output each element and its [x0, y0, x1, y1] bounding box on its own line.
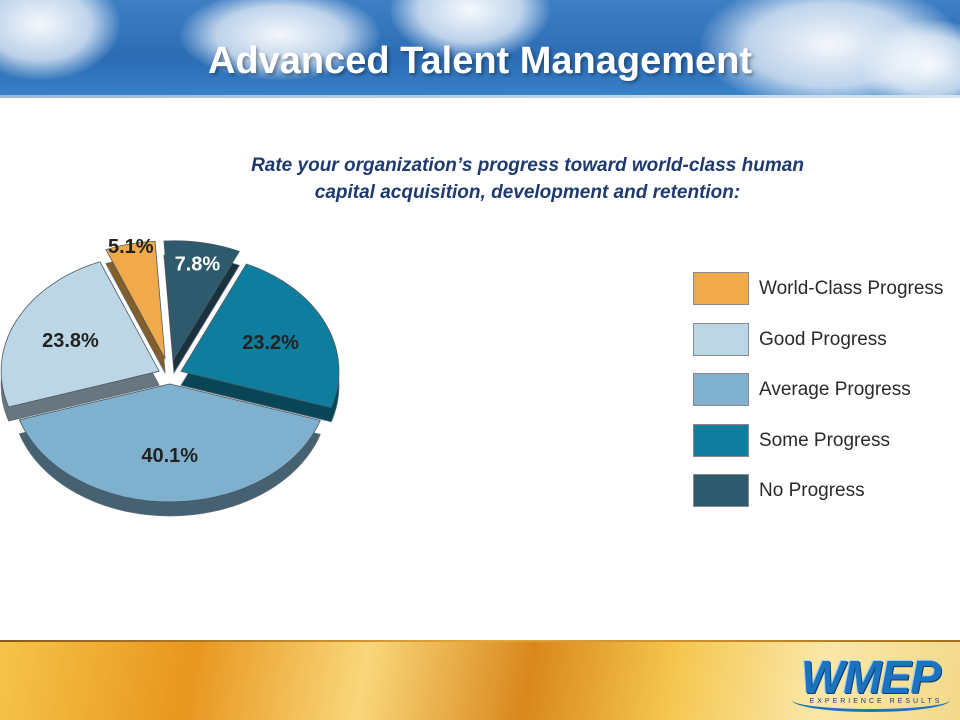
survey-question-line: capital acquisition, development and ret…	[314, 182, 741, 203]
pie-slice	[0, 261, 160, 408]
survey-question-line: Rate your organization’s progress toward…	[251, 155, 804, 176]
pie-slice-value-label: 7.8%	[175, 254, 221, 276]
legend-swatch	[693, 423, 749, 457]
header-banner	[0, 0, 960, 97]
footer-divider	[0, 640, 960, 643]
cloud-graphic	[180, 0, 380, 80]
legend-label: Some Progress	[759, 429, 890, 451]
logo-wordmark: WMEP	[800, 651, 941, 703]
legend-swatch	[693, 322, 749, 356]
legend-swatch	[693, 272, 749, 305]
wmep-logo: WMEP EXPERIENCE RESULTS	[788, 650, 953, 716]
pie-slice	[163, 240, 240, 361]
legend-item: No Progress	[693, 474, 955, 509]
legend-label: World-Class Progress	[759, 278, 944, 299]
pie-slice-value-label: 40.1%	[141, 445, 198, 467]
progress-pie-chart: 5.1% 7.8% 23.2% 40.1% 23.8%	[0, 236, 340, 517]
chart-legend: World-Class Progress Good Progress Average…	[693, 272, 955, 525]
pie-slice	[18, 383, 321, 503]
survey-question: Rate your organization’s progress toward…	[130, 152, 925, 206]
legend-item: Good Progress	[693, 322, 955, 358]
logo-swoosh	[792, 688, 950, 712]
legend-label: Good Progress	[759, 328, 887, 350]
header-divider	[0, 95, 960, 98]
legend-item: Average Progress	[693, 373, 955, 408]
legend-label: Average Progress	[759, 379, 911, 400]
pie-slice-value-label: 5.1%	[108, 236, 154, 258]
legend-label: No Progress	[759, 480, 865, 501]
legend-item: World-Class Progress	[693, 272, 955, 307]
logo-tagline: EXPERIENCE RESULTS	[809, 698, 943, 705]
legend-swatch	[693, 373, 749, 406]
footer-banner	[0, 642, 960, 720]
pie-slice-value-label: 23.2%	[242, 332, 299, 354]
legend-item: Some Progress	[693, 423, 955, 459]
pie-slice	[105, 240, 166, 360]
legend-swatch	[693, 474, 749, 507]
slide-title: Advanced Talent Management	[207, 40, 753, 82]
pie-slice	[180, 263, 340, 409]
pie-slice-value-label: 23.8%	[42, 330, 99, 352]
